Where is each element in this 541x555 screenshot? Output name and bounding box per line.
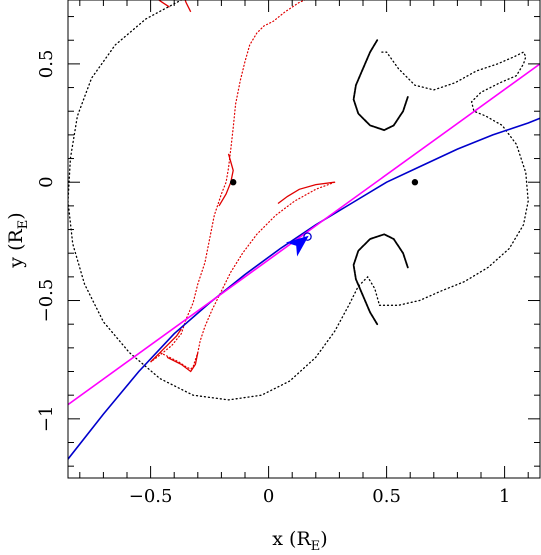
x-tick-label: 1 bbox=[499, 486, 510, 507]
trajectory-series bbox=[68, 63, 540, 460]
source-trajectory-line bbox=[68, 117, 540, 460]
y-axis-label-sub: E bbox=[16, 220, 31, 230]
critical-curve-upper-lobe bbox=[352, 39, 409, 132]
critical-curve bbox=[68, 0, 529, 401]
point-marks bbox=[230, 179, 419, 257]
caustic-cusp-segment-1 bbox=[166, 352, 199, 373]
source-position-marker bbox=[303, 232, 312, 241]
caustic-cusp-segment-0 bbox=[277, 181, 335, 205]
x-axis-label: x (RE) bbox=[272, 528, 327, 554]
tick-labels: −0.5 0 0.5 1 0.5 0 −0.5 −1 bbox=[36, 50, 510, 507]
y-tick-label: −1 bbox=[36, 406, 57, 433]
caustic-curve bbox=[150, 0, 336, 373]
x-tick-label: 0 bbox=[263, 486, 274, 507]
y-tick-label: −0.5 bbox=[36, 279, 57, 323]
y-tick-label: 0.5 bbox=[36, 50, 57, 79]
x-axis-label-sub: E bbox=[311, 539, 321, 554]
x-tick-label: 0.5 bbox=[372, 486, 401, 507]
lens-dot-1 bbox=[230, 179, 237, 186]
direction-arrow bbox=[285, 235, 309, 257]
critical-curve-outer bbox=[68, 0, 381, 401]
axis-ticks bbox=[68, 0, 540, 478]
y-tick-label: 0 bbox=[36, 176, 57, 187]
caustic-cusp-segment-3 bbox=[157, 0, 170, 8]
critical-curve-lower-lobe bbox=[352, 233, 409, 326]
critical-curve-right bbox=[378, 51, 529, 306]
lens-dot-2 bbox=[411, 179, 419, 186]
caustic-cusp-segment-4 bbox=[184, 0, 192, 13]
caustic-dotted bbox=[150, 0, 336, 370]
y-axis-label: y (RE) bbox=[5, 212, 31, 268]
straight-trajectory-line bbox=[68, 63, 540, 406]
plot-frame bbox=[67, 0, 541, 479]
caustic-cusp-segment-2 bbox=[150, 328, 182, 363]
x-tick-label: −0.5 bbox=[129, 486, 173, 507]
